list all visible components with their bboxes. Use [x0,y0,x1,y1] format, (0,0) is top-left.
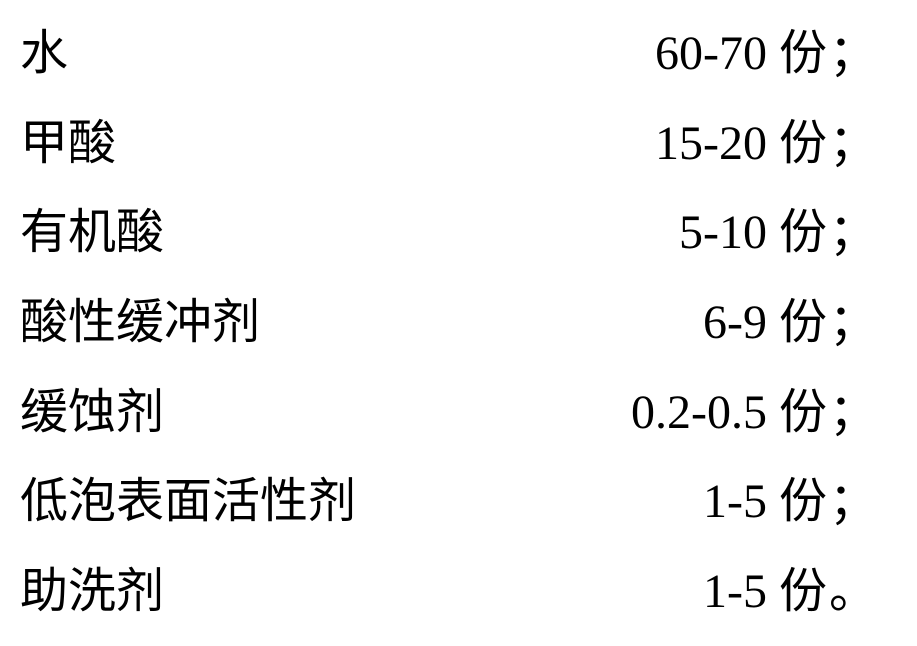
amount-group: 1-5 份 ； [703,478,877,526]
composition-row: 水 60-70 份 ； [20,30,877,78]
amount-value: 6-9 [703,299,767,347]
composition-row: 有机酸 5-10 份 ； [20,209,877,257]
row-punct: 。 [829,568,877,616]
row-punct: ； [829,120,877,168]
amount-value: 5-10 [679,209,767,257]
ingredient-label: 缓蚀剂 [20,389,164,437]
row-punct: ； [829,389,877,437]
ingredient-label: 低泡表面活性剂 [20,478,356,526]
ingredient-label: 有机酸 [20,209,164,257]
amount-group: 60-70 份 ； [655,30,877,78]
ingredient-label: 水 [20,30,68,78]
amount-value: 0.2-0.5 [631,389,767,437]
amount-group: 15-20 份 ； [655,120,877,168]
composition-row: 低泡表面活性剂 1-5 份 ； [20,478,877,526]
row-punct: ； [829,478,877,526]
amount-unit: 份 [779,568,827,616]
amount-unit: 份 [779,389,827,437]
amount-unit: 份 [779,478,827,526]
amount-value: 60-70 [655,30,767,78]
composition-row: 酸性缓冲剂 6-9 份 ； [20,299,877,347]
amount-group: 5-10 份 ； [679,209,877,257]
ingredient-label: 酸性缓冲剂 [20,299,260,347]
amount-value: 1-5 [703,478,767,526]
amount-group: 6-9 份 ； [703,299,877,347]
amount-group: 1-5 份 。 [703,568,877,616]
row-punct: ； [829,209,877,257]
amount-unit: 份 [779,120,827,168]
row-punct: ； [829,30,877,78]
composition-row: 甲酸 15-20 份 ； [20,120,877,168]
amount-value: 15-20 [655,120,767,168]
amount-group: 0.2-0.5 份 ； [631,389,877,437]
composition-row: 缓蚀剂 0.2-0.5 份 ； [20,389,877,437]
composition-row: 助洗剂 1-5 份 。 [20,568,877,616]
row-punct: ； [829,299,877,347]
amount-unit: 份 [779,209,827,257]
amount-value: 1-5 [703,568,767,616]
amount-unit: 份 [779,299,827,347]
ingredient-label: 甲酸 [20,120,116,168]
composition-list: 水 60-70 份 ； 甲酸 15-20 份 ； 有机酸 5-10 份 ； 酸性… [0,0,917,646]
ingredient-label: 助洗剂 [20,568,164,616]
amount-unit: 份 [779,30,827,78]
